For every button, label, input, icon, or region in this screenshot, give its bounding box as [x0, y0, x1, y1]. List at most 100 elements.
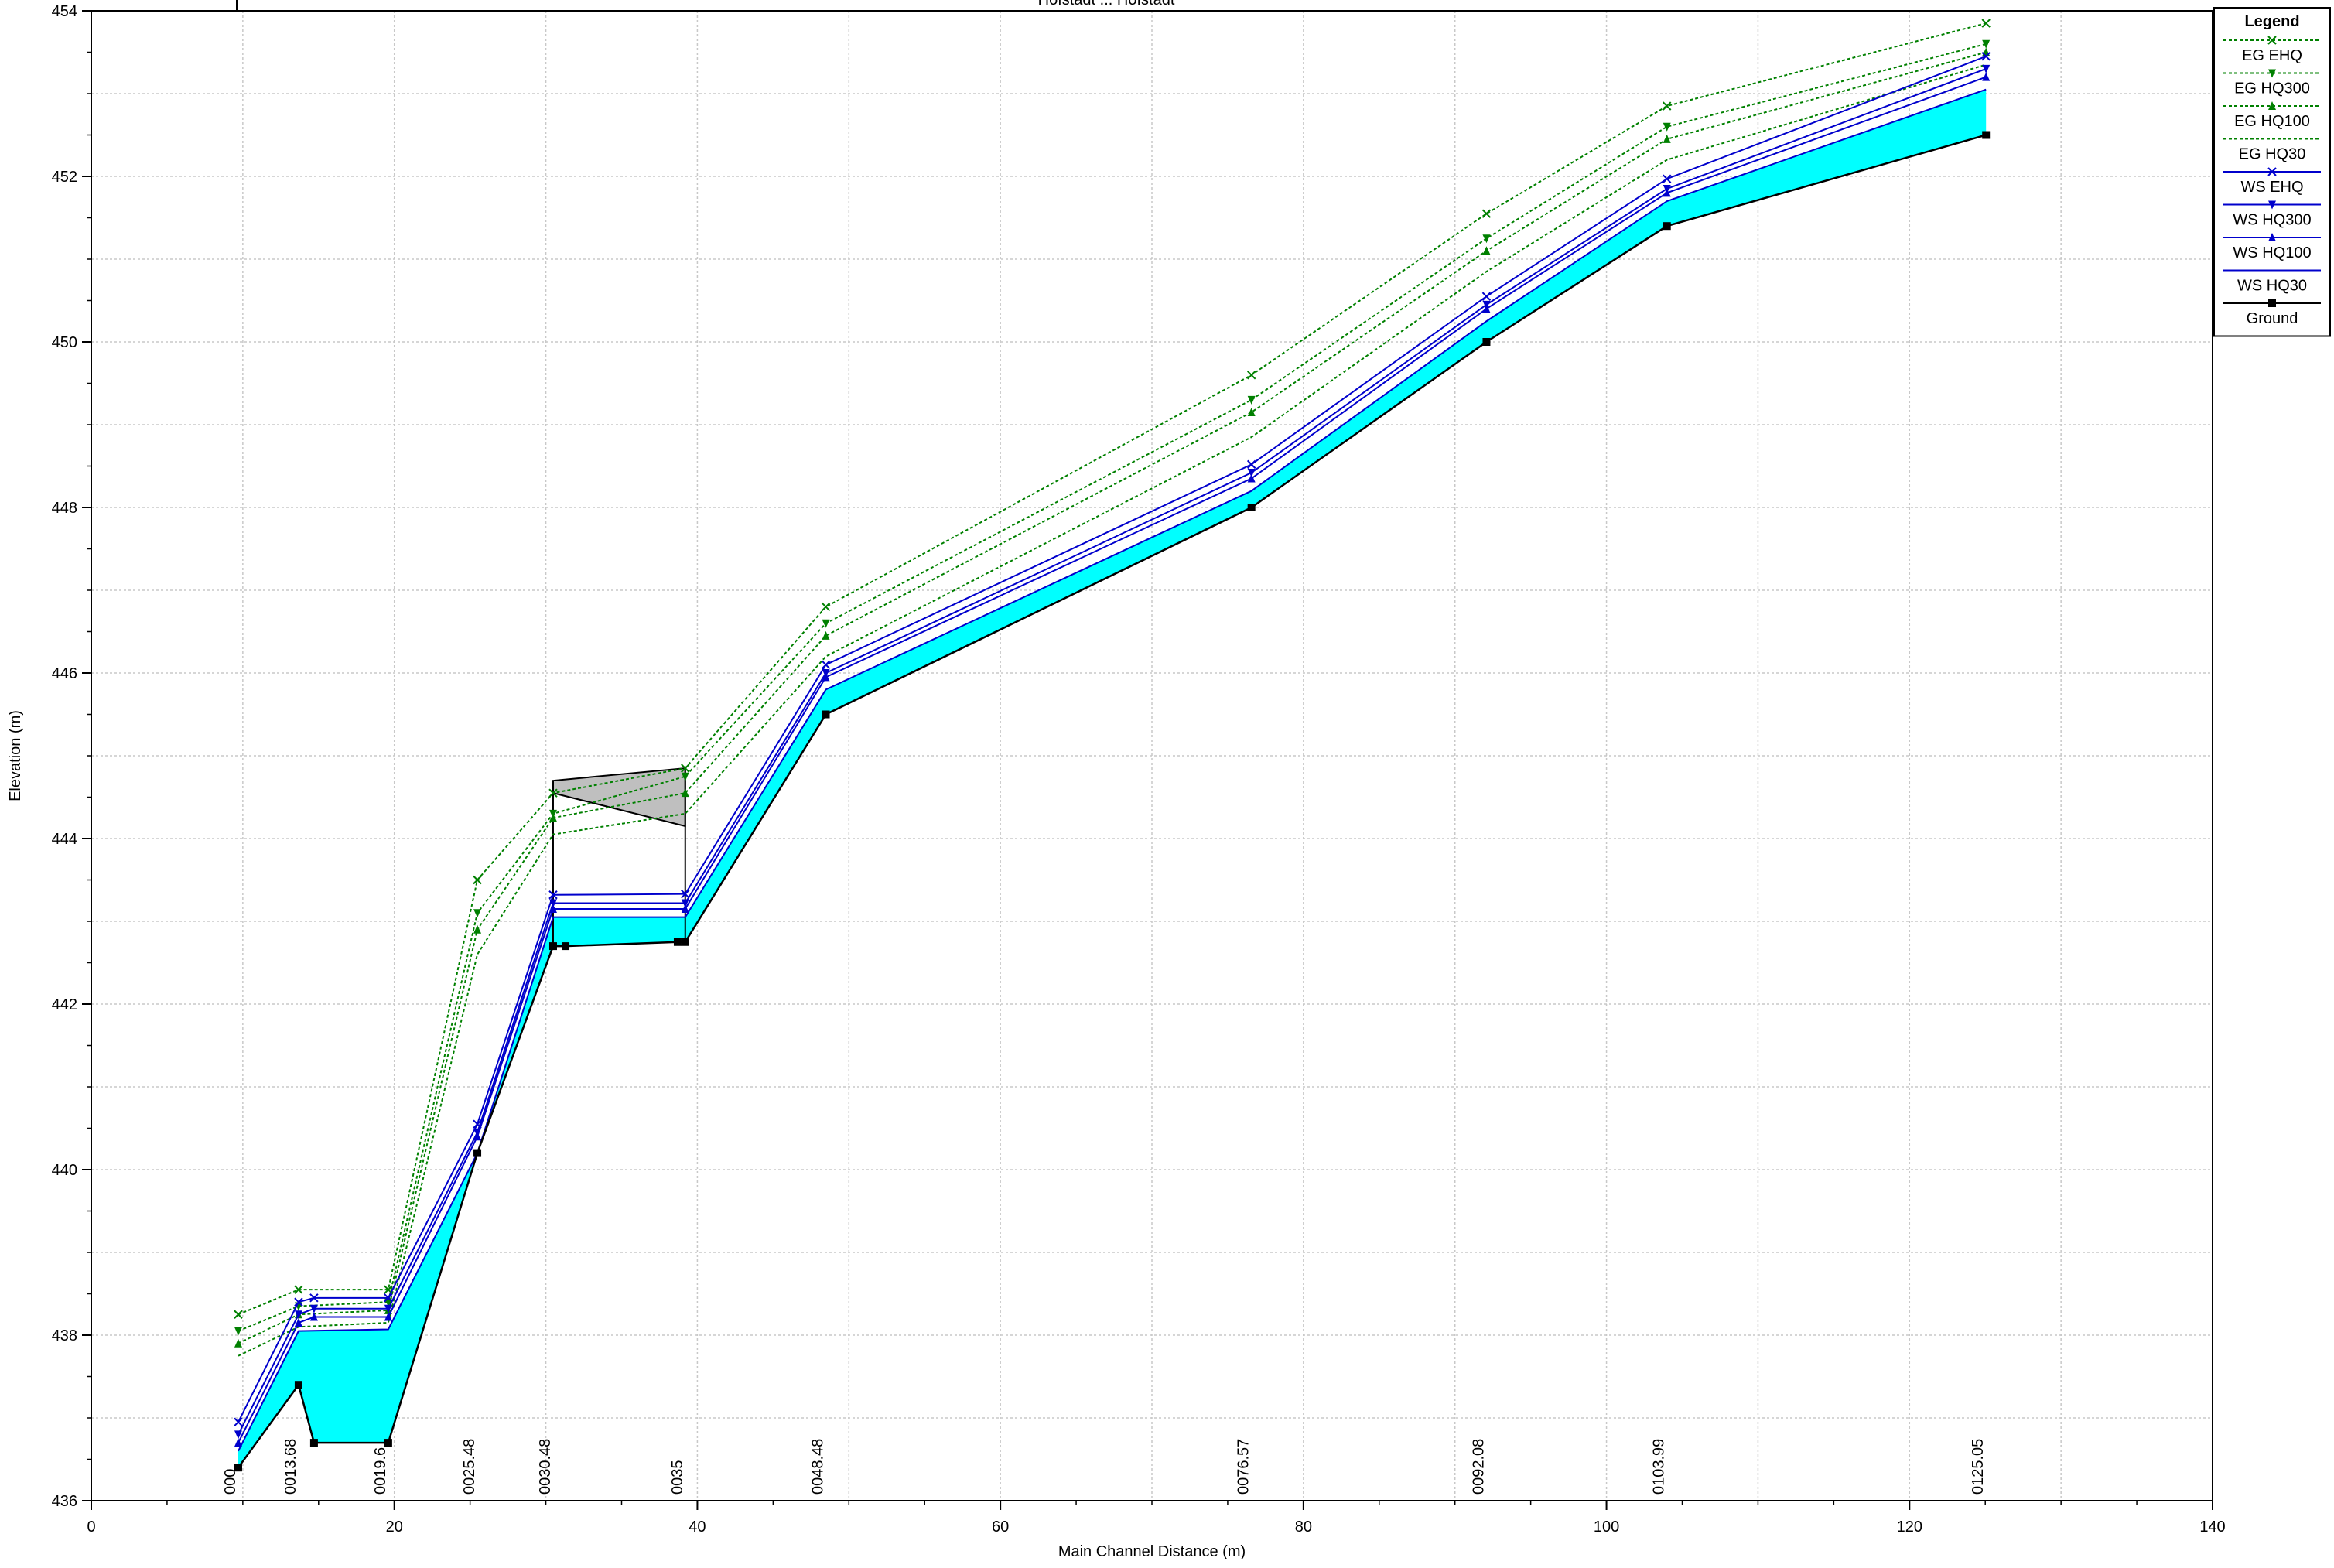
- point-ws_hq300: [473, 1128, 482, 1137]
- legend-label: WS HQ30: [2237, 278, 2307, 295]
- legend-item-eg_hq30: EG HQ30: [2223, 138, 2321, 163]
- point-eg_hq100: [1663, 134, 1671, 143]
- x-tick-label: 20: [386, 1518, 403, 1536]
- point-eg_hq300: [1982, 39, 1991, 49]
- line-ws_hq300: [238, 67, 1987, 1435]
- legend-item-ws_hq30: WS HQ30: [2223, 269, 2321, 295]
- legend-swatch-marker: [2268, 299, 2276, 307]
- point-eg_hq300: [822, 619, 830, 628]
- y-tick-label: 448: [52, 500, 77, 517]
- legend-label: WS HQ300: [2233, 212, 2311, 229]
- legend-item-eg_hq100: EG HQ100: [2223, 101, 2321, 130]
- y-tick-label: 452: [52, 169, 77, 186]
- series-lines: [234, 19, 1991, 1472]
- point-ws_hq100: [1982, 72, 1991, 81]
- station-label: 0092.08: [1470, 1439, 1487, 1495]
- point-ground: [562, 942, 570, 951]
- x-tick-label: 140: [2199, 1518, 2225, 1536]
- line-eg_ehq: [238, 22, 1987, 1316]
- x-tick-label: 40: [689, 1518, 706, 1536]
- point-ws_hq300: [309, 1304, 318, 1313]
- point-ground: [822, 710, 830, 719]
- point-ground: [1982, 131, 1991, 139]
- legend-label: WS EHQ: [2240, 179, 2303, 196]
- legend-item-eg_hq300: EG HQ300: [2223, 69, 2321, 97]
- legend-label: EG HQ100: [2234, 113, 2310, 130]
- point-ws_hq300: [234, 1430, 242, 1440]
- point-ground: [548, 942, 557, 951]
- point-eg_ehq: [473, 875, 482, 885]
- point-eg_ehq: [1663, 101, 1672, 111]
- y-tick-label: 444: [52, 831, 77, 848]
- legend: Legend EG EHQ EG HQ300 EG HQ100 EG HQ30 WS E…: [2213, 7, 2331, 337]
- series-eg_hq300: [234, 39, 1991, 1336]
- line-eg_hq100: [238, 51, 1987, 1344]
- legend-swatch-marker: [2268, 200, 2276, 210]
- point-ground: [1482, 338, 1491, 346]
- point-ws_ehq: [1481, 292, 1492, 301]
- point-ws_hq100: [294, 1317, 302, 1327]
- water-fill: [238, 89, 1987, 1468]
- legend-item-eg_ehq: EG EHQ: [2223, 36, 2321, 64]
- y-axis-label: Elevation (m): [7, 710, 24, 801]
- point-ground: [673, 938, 682, 946]
- point-eg_hq100: [822, 630, 830, 640]
- x-tick-label: 120: [1897, 1518, 1922, 1536]
- point-ws_hq100: [234, 1438, 242, 1447]
- series-eg_hq30: [238, 63, 1987, 1357]
- legend-item-ws_hq100: WS HQ100: [2223, 233, 2321, 261]
- line-eg_hq300: [238, 43, 1987, 1332]
- point-ws_hq300: [1663, 185, 1671, 194]
- legend-swatch-marker: [2268, 233, 2276, 241]
- line-ws_hq100: [238, 76, 1987, 1443]
- station-label: 0030.48: [537, 1439, 554, 1495]
- station-label: 000: [222, 1469, 239, 1495]
- point-ws_hq100: [681, 904, 689, 913]
- point-eg_hq300: [548, 809, 557, 818]
- legend-label: EG HQ300: [2234, 80, 2310, 97]
- point-ws_ehq: [473, 1119, 482, 1129]
- point-ground: [294, 1381, 302, 1389]
- y-tick-label: 442: [52, 996, 77, 1013]
- point-eg_hq100: [1247, 407, 1256, 416]
- line-eg_hq30: [238, 63, 1987, 1357]
- point-ws_ehq: [384, 1293, 393, 1303]
- legend-label: WS HQ100: [2233, 244, 2311, 261]
- point-ws_hq300: [384, 1304, 392, 1313]
- point-ws_ehq: [1246, 459, 1256, 470]
- line-ws_hq30: [238, 88, 1987, 1452]
- legend-item-ws_hq300: WS HQ300: [2223, 200, 2321, 229]
- point-ws_hq300: [1482, 300, 1491, 309]
- point-eg_hq300: [1482, 234, 1491, 244]
- station-label: 0035: [669, 1460, 686, 1495]
- x-tick-label: 0: [87, 1518, 95, 1536]
- axes: Main Channel Distance (m) Elevation (m) …: [7, 0, 2226, 1560]
- legend-swatch-marker: [2268, 101, 2276, 110]
- station-label: 0076.57: [1235, 1439, 1252, 1495]
- point-eg_hq300: [681, 772, 689, 781]
- y-tick-label: 454: [52, 3, 77, 20]
- point-ws_ehq: [309, 1293, 319, 1303]
- point-ws_ehq: [681, 889, 690, 899]
- point-ground: [309, 1439, 318, 1447]
- legend-item-ws_ehq: WS EHQ: [2223, 167, 2321, 196]
- point-eg_ehq: [1481, 209, 1492, 218]
- point-eg_hq300: [473, 909, 482, 918]
- y-tick-label: 436: [52, 1493, 77, 1510]
- legend-label: EG EHQ: [2242, 47, 2302, 64]
- point-ws_hq300: [822, 669, 830, 678]
- legend-title: Legend: [2244, 13, 2299, 30]
- point-eg_hq100: [473, 924, 482, 934]
- point-ws_hq300: [294, 1310, 302, 1320]
- point-ws_ehq: [1663, 174, 1672, 183]
- point-ws_hq300: [1982, 64, 1991, 73]
- legend-label: Ground: [2247, 310, 2298, 327]
- point-ws_hq300: [681, 899, 689, 908]
- point-ground: [234, 1464, 242, 1472]
- station-label: 0125.05: [1970, 1439, 1987, 1495]
- point-eg_ehq: [548, 788, 558, 798]
- point-eg_hq100: [1482, 246, 1491, 255]
- point-ws_ehq: [1981, 52, 1991, 61]
